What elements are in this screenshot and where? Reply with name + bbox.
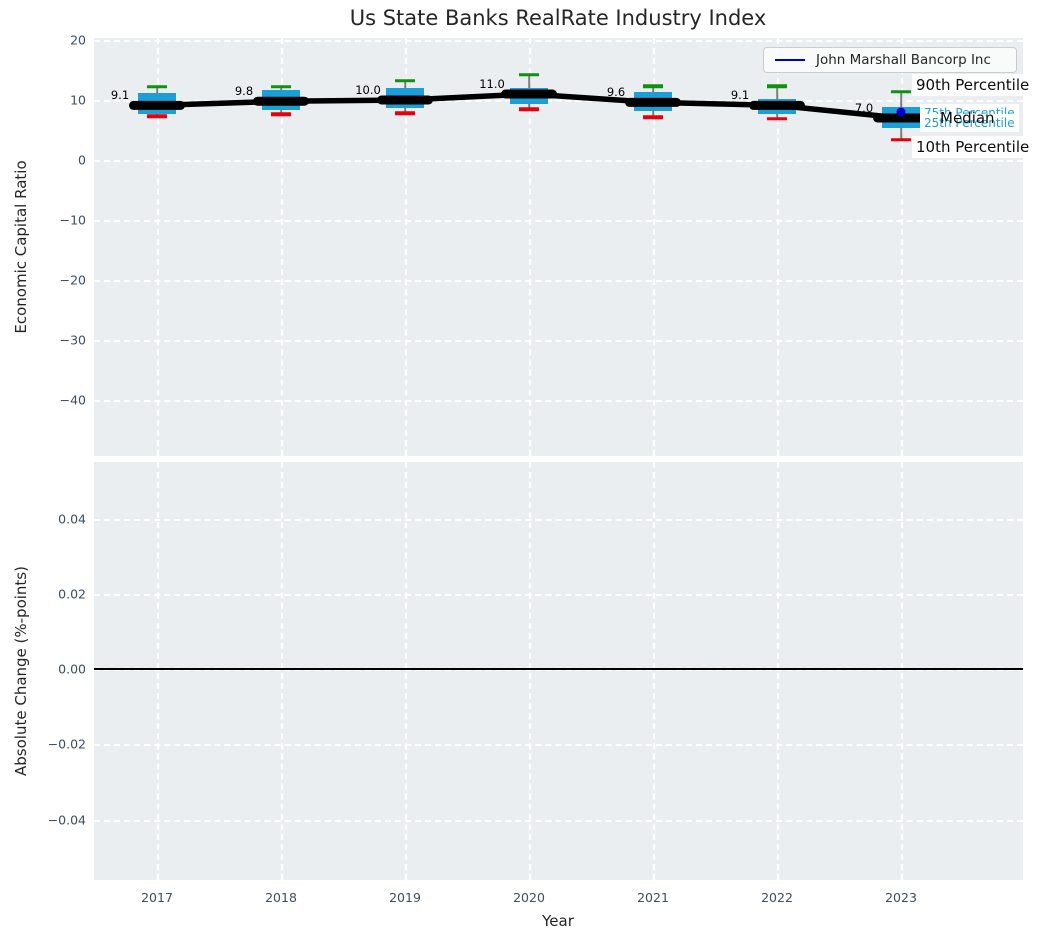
chart-title: Us State Banks RealRate Industry Index [349,6,767,30]
boxplot-90th-cap [891,89,911,94]
gridline-v [901,462,903,880]
boxplot-10th-cap [271,112,291,117]
gridline-v [529,38,531,456]
y-tick-label: 0.04 [58,511,86,526]
boxplot-90th-cap [519,73,539,77]
boxplot-90th-cap [643,84,663,88]
y-tick-label: −10 [59,212,86,228]
median-value-annotation: 9.8 [234,84,254,99]
gridline-v [281,462,283,880]
legend-line-swatch [775,59,805,61]
y-tick-label: 0.00 [58,661,86,677]
y-tick-label: −0.02 [47,736,86,752]
top-axes-economic-capital-ratio [94,38,1023,456]
boxplot-90th-cap [147,85,167,89]
gridline-h [94,400,1023,402]
gridline-h [94,593,1023,596]
gridline-h [94,220,1023,222]
gridline-h [94,100,1023,102]
gridline-v [653,462,655,880]
top-y-axis-label: Economic Capital Ratio [12,160,30,334]
boxplot-box [758,99,796,114]
x-tick-label: 2020 [513,890,545,905]
median-value-annotation: 9.6 [606,85,626,100]
x-axis-label: Year [542,912,574,930]
x-tick-label: 2022 [761,890,793,905]
boxplot-90th-cap [395,79,415,83]
gridline-v [157,38,159,456]
gridline-v [405,38,407,456]
y-tick-label: −20 [59,272,86,288]
boxplot-10th-cap [147,114,167,118]
legend-box: John Marshall Bancorp Inc [763,47,1017,73]
bottom-axes-absolute-change [94,462,1023,880]
boxplot-box [262,89,300,110]
gridline-h [94,819,1023,822]
gridline-v [157,462,159,880]
boxplot-box [510,88,548,105]
gridline-v [901,38,903,456]
boxplot-90th-cap [271,85,291,89]
gridline-h [94,518,1023,521]
gridline-h [94,160,1023,162]
gridline-v [529,462,531,880]
gridline-v [777,462,779,880]
y-tick-label: 10 [70,92,86,108]
median-value-annotation: 7.0 [854,101,874,115]
x-tick-label: 2023 [885,890,917,905]
boxplot-box [882,107,920,129]
gridline-v [281,38,283,456]
x-tick-label: 2018 [265,890,297,905]
median-value-annotation: 11.0 [479,77,505,91]
gridline-v [405,462,407,880]
gridline-h [94,40,1023,42]
median-value-annotation: 10.0 [355,83,381,97]
boxplot-10th-cap [891,137,911,142]
x-tick-label: 2021 [637,890,669,905]
y-tick-label: −30 [59,332,86,348]
legend-series-label: John Marshall Bancorp Inc [816,52,991,68]
y-tick-label: −0.04 [47,812,86,827]
boxplot-box [138,92,176,114]
gridline-v [777,38,779,456]
boxplot-10th-cap [643,115,663,120]
gridline-h [94,744,1023,747]
gridline-h [94,280,1023,282]
x-tick-label: 2017 [141,890,173,905]
y-tick-label: 20 [70,32,86,48]
median-value-annotation: 9.1 [110,88,130,103]
boxplot-box [634,92,672,112]
boxplot-10th-cap [395,111,415,115]
median-value-annotation: 9.1 [730,88,750,103]
gridline-h [94,340,1023,342]
boxplot-10th-cap [767,116,787,121]
boxplot-box [386,88,424,109]
y-tick-label: 0 [78,152,86,168]
y-tick-label: 0.02 [58,586,86,602]
annotation-90th-percentile: 90th Percentile [912,74,1034,96]
y-tick-label: −40 [59,392,86,408]
annotation-10th-percentile: 10th Percentile [912,136,1034,158]
boxplot-10th-cap [519,107,539,111]
gridline-v [653,38,655,456]
x-tick-label: 2019 [389,890,421,905]
boxplot-90th-cap [767,84,787,88]
zero-change-line [94,668,1023,671]
annotation-25th-percentile: 25th Percentile [920,114,1019,132]
annotation-median: Median [940,109,995,127]
